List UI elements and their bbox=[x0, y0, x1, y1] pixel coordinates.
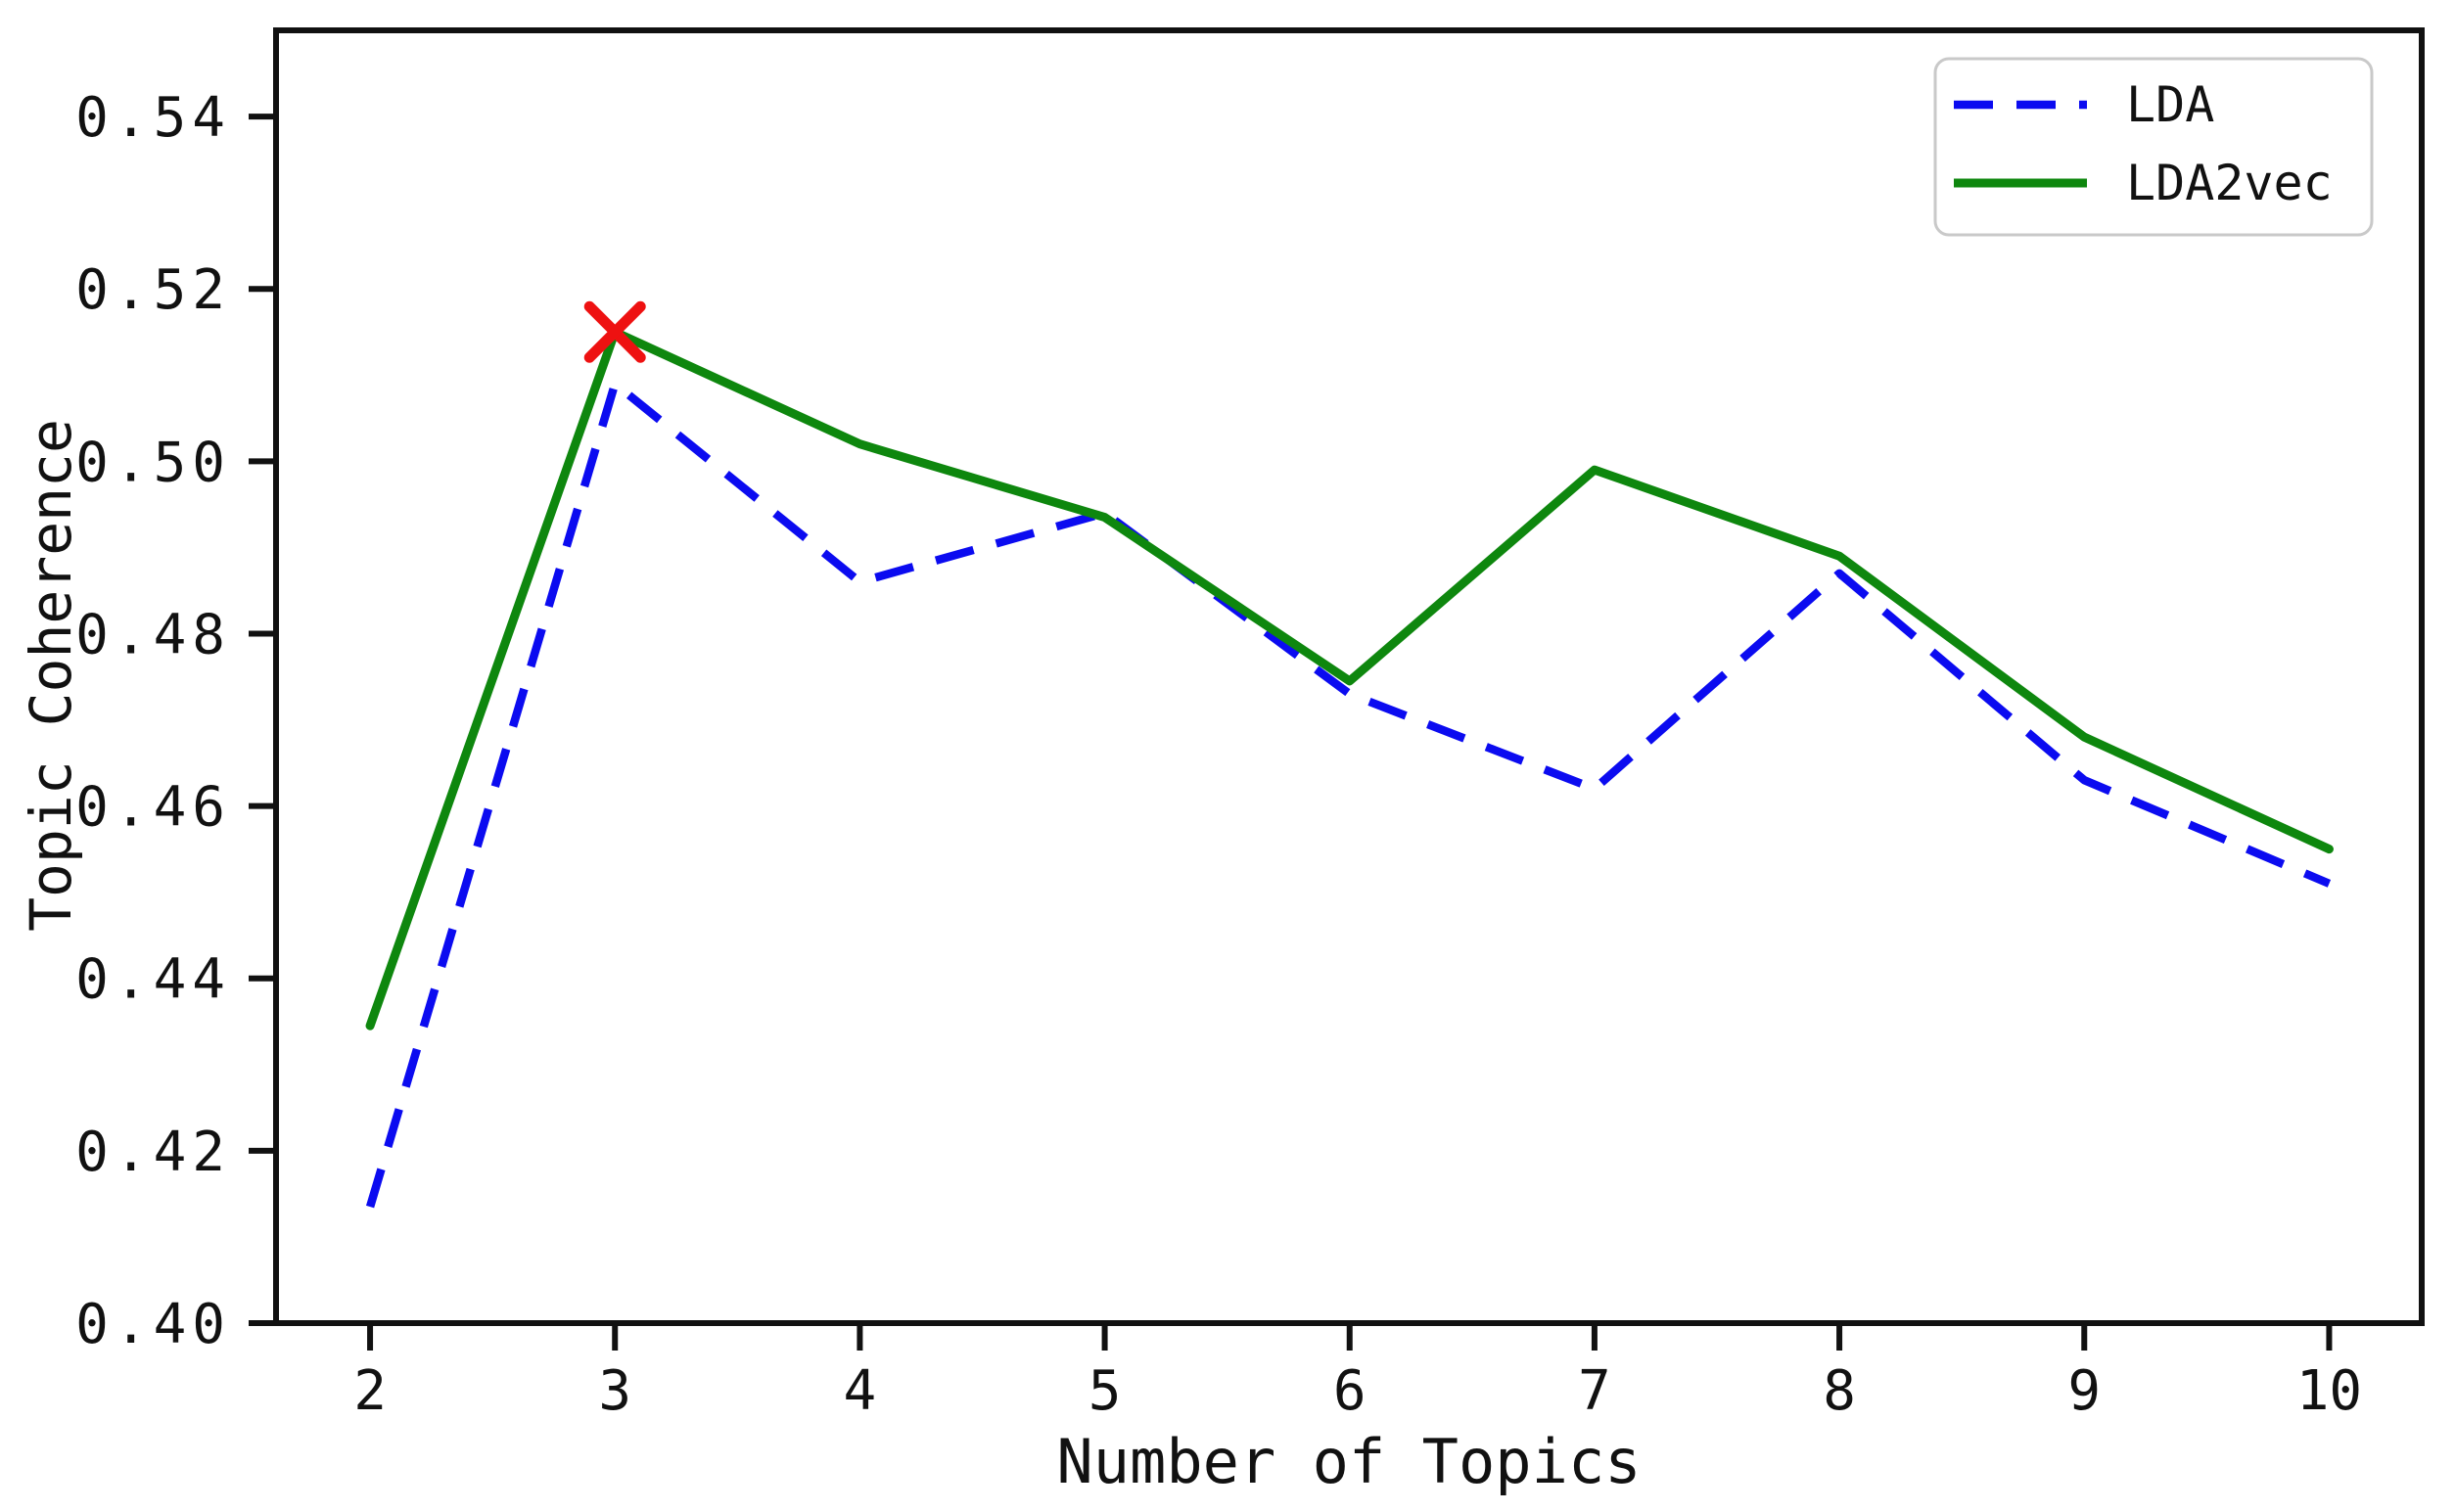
y-tick-label: 0.46 bbox=[75, 776, 231, 840]
y-axis-ticks: 0.40 0.42 0.44 0.46 0.48 0.50 0.52 0.54 bbox=[75, 86, 276, 1356]
x-tick-label: 4 bbox=[844, 1359, 877, 1423]
lda-series-line bbox=[365, 379, 2332, 1209]
y-tick-label: 0.40 bbox=[75, 1293, 231, 1356]
lda2vec-series-line bbox=[365, 327, 2334, 1031]
y-tick-label: 0.48 bbox=[75, 603, 231, 666]
x-axis-ticks: 2 3 4 5 6 7 8 9 10 bbox=[353, 1323, 2362, 1423]
peak-x-marker-icon bbox=[583, 300, 646, 363]
y-tick-label: 0.54 bbox=[75, 86, 231, 150]
legend: LDA LDA2vec bbox=[1933, 57, 2374, 237]
x-tick-label: 5 bbox=[1089, 1359, 1122, 1423]
legend-lda2vec-label: LDA2vec bbox=[2126, 155, 2333, 211]
legend-lda-label: LDA bbox=[2126, 76, 2214, 133]
y-tick-label: 0.50 bbox=[75, 431, 231, 494]
x-tick-label: 3 bbox=[598, 1359, 631, 1423]
y-tick-label: 0.52 bbox=[75, 258, 231, 322]
x-tick-label: 2 bbox=[353, 1359, 387, 1423]
x-tick-label: 8 bbox=[1823, 1359, 1856, 1423]
x-tick-label: 9 bbox=[2067, 1359, 2101, 1423]
x-tick-label: 7 bbox=[1578, 1359, 1611, 1423]
x-axis-title: Number of Topics bbox=[1056, 1426, 1641, 1497]
y-tick-label: 0.44 bbox=[75, 948, 231, 1012]
y-tick-label: 0.42 bbox=[75, 1121, 231, 1184]
x-tick-label: 10 bbox=[2296, 1359, 2362, 1423]
y-axis-title: Topic Coherence bbox=[18, 419, 84, 932]
x-tick-label: 6 bbox=[1333, 1359, 1366, 1423]
